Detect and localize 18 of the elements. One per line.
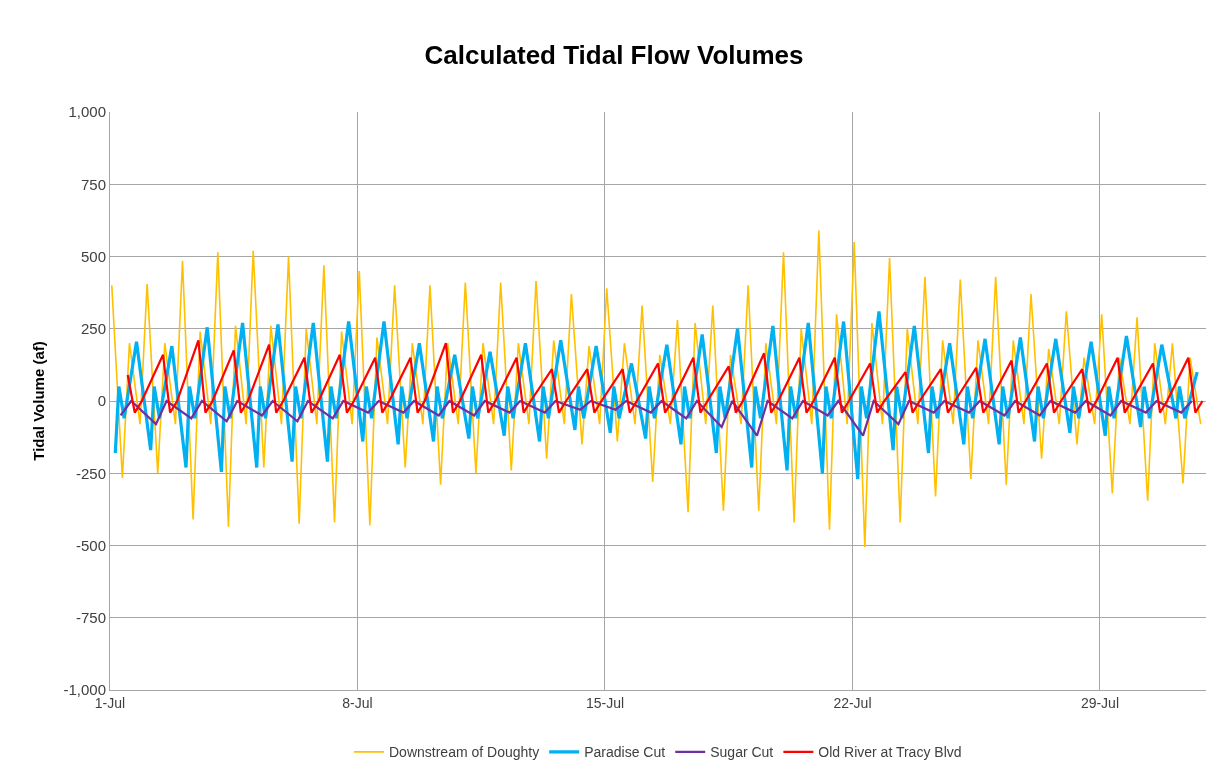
x-tick-label: 15-Jul: [585, 694, 625, 711]
legend-label: Downstream of Doughty: [389, 744, 540, 761]
y-tick-label: -500: [75, 536, 106, 554]
y-tick-label: 1,000: [68, 103, 106, 121]
legend-label: Sugar Cut: [710, 744, 774, 761]
y-tick-label: 0: [97, 392, 106, 410]
y-tick-label: 250: [80, 320, 106, 337]
y-tick-label: -750: [75, 609, 106, 626]
chart-title: Calculated Tidal Flow Volumes: [424, 39, 804, 70]
y-tick-label: -250: [75, 464, 106, 482]
legend-label: Paradise Cut: [584, 744, 666, 761]
legend-label: Old River at Tracy Blvd: [818, 744, 962, 761]
x-tick-label: 29-Jul: [1080, 694, 1120, 711]
x-tick-label: 22-Jul: [833, 694, 872, 711]
y-tick-label: 750: [80, 175, 106, 193]
y-axis-title: Tidal Volume (af): [29, 341, 47, 461]
y-tick-label: 500: [80, 247, 106, 265]
x-tick-label: 8-Jul: [342, 694, 373, 711]
